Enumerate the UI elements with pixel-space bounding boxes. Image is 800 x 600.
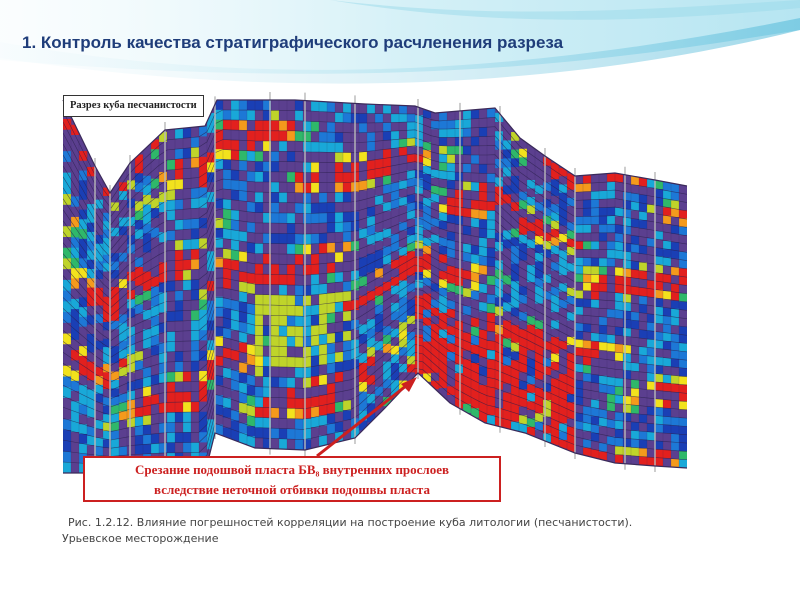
annotation-arrow (316, 377, 417, 458)
slide-title: 1. Контроль качества стратиграфического … (22, 33, 564, 52)
section-caption-box: Разрез куба песчанистости (63, 95, 204, 117)
annotation-callout: Срезание подошвой пласта БВ₈ внутренних … (83, 456, 501, 502)
annotation-line-1: Срезание подошвой пласта БВ₈ внутренних … (134, 462, 450, 477)
annotation-line-2: вследствие неточной отбивки подошвы плас… (154, 482, 430, 497)
figure-caption: Рис. 1.2.12. Влияние погрешностей коррел… (62, 515, 784, 547)
sand-cube-section-image (62, 92, 688, 479)
figure: Разрез куба песчанистости Срезание подош… (55, 88, 695, 508)
figure-caption-line-2: Урьевское месторождение (62, 532, 219, 545)
header-swoosh-decoration (0, 0, 800, 84)
figure-caption-line-1: Рис. 1.2.12. Влияние погрешностей коррел… (68, 516, 633, 529)
